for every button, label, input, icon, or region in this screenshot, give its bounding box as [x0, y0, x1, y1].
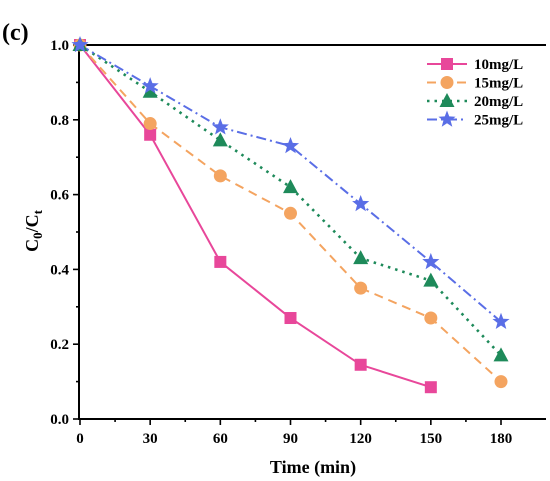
- x-tick-label: 60: [213, 431, 228, 447]
- legend-marker-3: [439, 93, 455, 107]
- legend: 10mg/L 15mg/L 20mg/L 25mg/L: [427, 57, 523, 129]
- data-series: [71, 36, 510, 394]
- x-tick-label: 150: [420, 431, 443, 447]
- x-tick-label: 180: [490, 431, 513, 447]
- data-point-series-1: [214, 255, 227, 268]
- panel-label: (c): [2, 20, 29, 46]
- data-point-series-1: [284, 312, 297, 325]
- y-axis-title-main: C: [22, 239, 42, 252]
- series-line-3: [79, 43, 502, 357]
- data-point-series-2: [424, 311, 438, 325]
- y-axis-title-sep: /C: [22, 214, 42, 233]
- y-tick-label: 0.4: [50, 262, 69, 278]
- y-tick-label: 0.6: [50, 188, 69, 204]
- data-point-series-3: [493, 347, 509, 362]
- legend-marker-1: [441, 58, 453, 70]
- data-point-series-4: [71, 36, 89, 53]
- legend-label-1: 10mg/L: [474, 57, 523, 73]
- data-point-series-3: [283, 179, 298, 194]
- x-tick-label: 0: [76, 431, 84, 447]
- data-point-series-4: [422, 252, 440, 270]
- y-axis-title-sub1: 0: [30, 232, 45, 239]
- data-point-series-3: [212, 132, 228, 147]
- y-axis-title: C0/Ct: [22, 209, 45, 252]
- x-axis-title: Time (min): [270, 457, 356, 478]
- axes: 0 30 60 90 120 150 180 0.0 0.2 0.4 0.6 0.8 1.0: [50, 38, 546, 447]
- data-point-series-3: [353, 250, 369, 265]
- data-point-series-2: [284, 206, 297, 220]
- legend-label-3: 20mg/L: [474, 94, 523, 110]
- data-point-series-1: [354, 358, 367, 371]
- data-point-series-4: [141, 77, 159, 94]
- x-tick-label: 30: [143, 431, 158, 447]
- data-point-series-4: [492, 312, 510, 330]
- x-tick-label: 120: [349, 431, 372, 447]
- data-point-series-2: [494, 375, 508, 389]
- legend-marker-4: [438, 110, 456, 127]
- legend-label-4: 25mg/L: [474, 113, 523, 129]
- y-tick-label: 0.0: [50, 412, 69, 428]
- data-point-series-3: [142, 83, 158, 98]
- data-point-series-1: [144, 128, 157, 141]
- y-axis-title-sub2: t: [30, 209, 45, 214]
- legend-label-2: 15mg/L: [474, 76, 523, 92]
- series-line-1: [79, 44, 432, 389]
- data-point-series-4: [211, 118, 229, 135]
- data-point-series-1: [424, 381, 437, 394]
- data-point-series-2: [213, 169, 227, 183]
- y-tick-label: 1.0: [50, 38, 69, 54]
- data-point-series-3: [423, 272, 439, 287]
- y-tick-label: 0.2: [50, 337, 69, 353]
- data-point-series-4: [352, 194, 370, 212]
- data-point-series-2: [354, 281, 368, 295]
- data-point-series-4: [281, 136, 300, 154]
- x-tick-label: 90: [283, 431, 298, 447]
- data-point-series-2: [143, 117, 157, 131]
- y-tick-label: 0.8: [50, 113, 69, 129]
- legend-marker-2: [440, 76, 454, 89]
